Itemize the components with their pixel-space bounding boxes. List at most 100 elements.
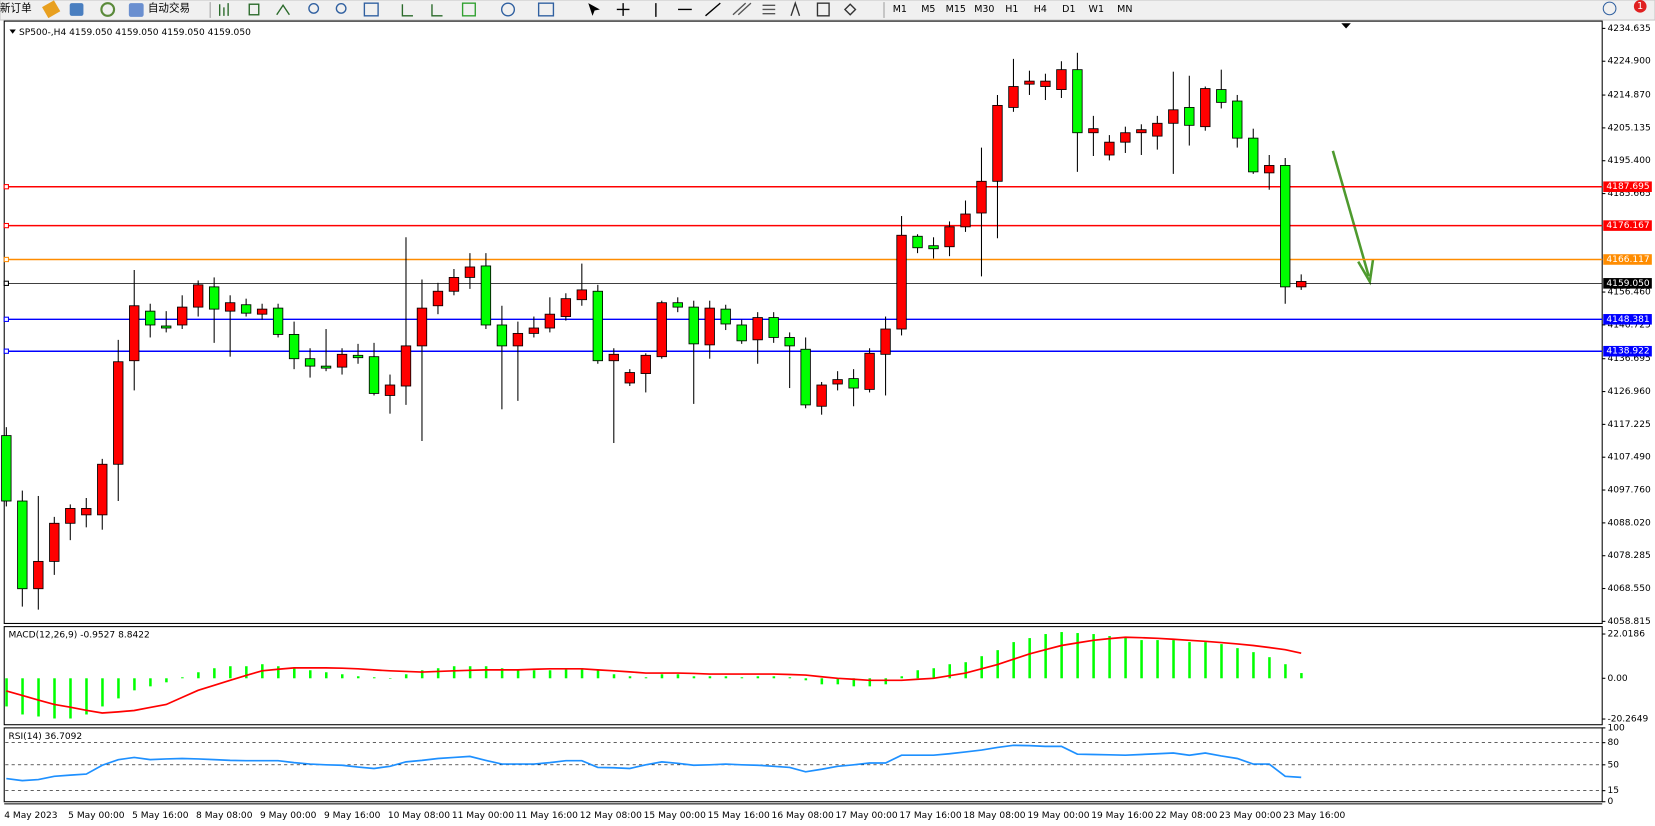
timeframe-button[interactable]: M1 [893, 4, 907, 15]
candle-body [1024, 80, 1035, 85]
candle-body [640, 354, 651, 374]
x-tick-label: 23 May 16:00 [1283, 811, 1345, 821]
candle-body [720, 308, 731, 325]
histogram-bar [1044, 634, 1047, 679]
candle-body [688, 306, 699, 345]
candle-body [400, 345, 412, 387]
histogram-bar [1076, 633, 1079, 679]
x-tick-label: 16 May 08:00 [772, 811, 834, 821]
y-tick-label: 4224.900 [1607, 57, 1651, 67]
timeframe-button[interactable]: M30 [974, 4, 994, 15]
auto-trading-icon[interactable] [128, 3, 144, 17]
histogram-bar [980, 656, 983, 679]
histogram-bar [628, 676, 632, 679]
candle-body [992, 104, 1003, 182]
histogram-bar [852, 678, 856, 687]
candle-body [97, 463, 108, 516]
candle-body [192, 284, 204, 308]
histogram-bar [500, 668, 504, 679]
candle-body [544, 313, 556, 329]
icon[interactable] [69, 3, 84, 16]
candle-body [816, 384, 827, 407]
candle-body [272, 307, 284, 335]
candle-body [224, 302, 236, 312]
candle-body [1248, 137, 1259, 173]
auto-trading-button[interactable]: 自动交易 [148, 1, 190, 14]
histogram-bar [916, 670, 920, 679]
x-tick-label: 15 May 00:00 [644, 811, 706, 821]
histogram-bar [548, 670, 552, 679]
line-handle [3, 280, 9, 286]
candle-body [592, 290, 603, 362]
candle-body [1104, 141, 1115, 156]
candle-body [304, 358, 316, 367]
candle-body [1088, 128, 1099, 134]
histogram-bar [101, 678, 104, 707]
candle-body [1040, 80, 1051, 87]
timeframe-button[interactable]: H4 [1034, 4, 1047, 15]
histogram-bar [5, 678, 8, 707]
histogram-bar [181, 677, 184, 679]
x-tick-label: 12 May 08:00 [580, 811, 642, 821]
candle-body [832, 379, 843, 385]
histogram-bar [468, 666, 472, 679]
x-tick-label: 22 May 08:00 [1155, 811, 1217, 821]
timeframe-button[interactable]: MN [1117, 4, 1132, 15]
y-tick-label: -20.2649 [1607, 715, 1648, 725]
icon[interactable] [100, 2, 116, 17]
histogram-bar [740, 677, 744, 679]
timeframe-bar: M1 M5 M15 M30 H1 H4 D1 W1 MN [893, 4, 1133, 15]
timeframe-button[interactable]: H1 [1005, 4, 1018, 15]
macd-panel-frame [3, 626, 1603, 726]
candle-body [800, 348, 811, 406]
candle-body [1008, 86, 1019, 108]
timeframe-button[interactable]: D1 [1062, 4, 1075, 15]
candle-body [848, 378, 859, 389]
y-tick-label: 4088.020 [1607, 518, 1651, 528]
line-handle [3, 348, 9, 354]
y-tick-label: 4097.760 [1607, 486, 1651, 496]
histogram-bar [596, 670, 600, 679]
candle-body [1216, 89, 1227, 103]
candle-body [704, 307, 715, 346]
x-tick-label: 9 May 16:00 [324, 811, 381, 821]
x-tick-label: 4 May 2023 [4, 811, 58, 821]
histogram-bar [1236, 648, 1239, 679]
candle-body [1200, 88, 1211, 128]
histogram-bar [564, 668, 568, 679]
icon[interactable] [42, 0, 61, 19]
histogram-bar [676, 674, 680, 679]
candle-body [768, 317, 779, 338]
help-icon[interactable] [1602, 1, 1617, 16]
timeframe-button[interactable]: W1 [1089, 4, 1104, 15]
panel-title: SP500-,H4 4159.050 4159.050 4159.050 415… [19, 28, 251, 38]
timeframe-button[interactable]: M5 [921, 4, 935, 15]
histogram-bar [484, 666, 488, 679]
price-label: 4176.167 [1606, 221, 1649, 231]
candle-body [1232, 100, 1243, 139]
new-order-button[interactable]: 新订单 [0, 1, 32, 14]
candle-body [384, 384, 396, 396]
x-tick-label: 23 May 00:00 [1219, 811, 1281, 821]
y-tick-label: 22.0186 [1607, 630, 1645, 640]
timeframe-button[interactable]: M15 [946, 4, 966, 15]
histogram-bar [1172, 640, 1175, 679]
price-label-bg [1603, 314, 1652, 325]
histogram-bar [340, 674, 344, 679]
histogram-bar [213, 668, 216, 679]
histogram-bar [1012, 642, 1015, 679]
y-tick-label: 0 [1607, 797, 1613, 807]
price-label: 4148.381 [1606, 315, 1649, 325]
histogram-bar [229, 666, 232, 679]
y-tick-label: 50 [1607, 760, 1619, 770]
histogram-bar [516, 670, 520, 679]
badge[interactable] [1633, 0, 1647, 13]
candle-body [464, 266, 476, 278]
y-tick-label: 0.00 [1607, 674, 1627, 684]
price-label-bg [1603, 181, 1652, 192]
y-tick-label: 4107.490 [1607, 453, 1651, 463]
toolbar-icons[interactable] [218, 0, 857, 17]
histogram-bar [1028, 638, 1031, 679]
histogram-bar [1140, 640, 1143, 679]
